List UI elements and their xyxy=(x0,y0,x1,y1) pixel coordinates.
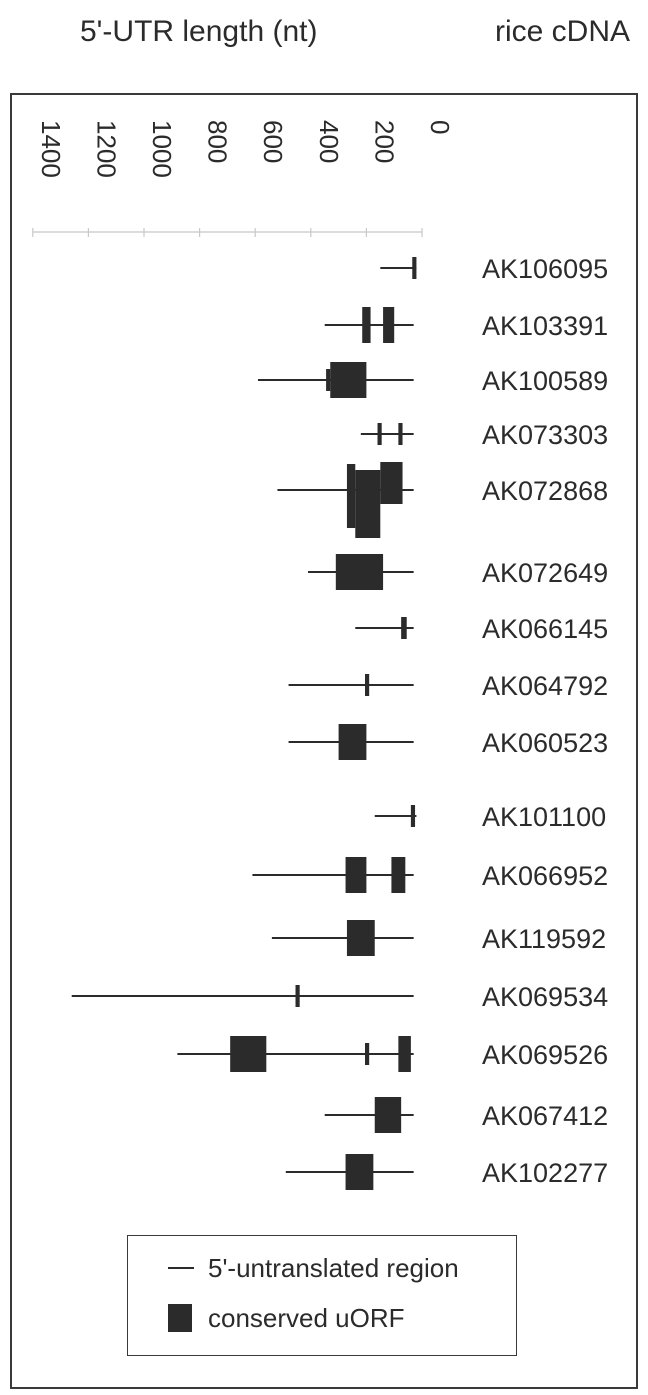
gene-label: AK069534 xyxy=(482,982,608,1012)
uorf-box xyxy=(401,617,407,639)
uorf-box xyxy=(345,1154,374,1190)
gene-label: AK073303 xyxy=(482,420,608,450)
gene-label: AK100589 xyxy=(482,366,608,396)
gene-label: AK072649 xyxy=(482,558,608,588)
uorf-box xyxy=(230,1036,267,1072)
uorf-box xyxy=(374,1097,402,1133)
uorf-box xyxy=(346,464,356,528)
gene-label: AK102277 xyxy=(482,1158,608,1188)
uorf-box xyxy=(346,920,375,956)
chart-frame xyxy=(10,93,638,1389)
uorf-box xyxy=(383,307,395,343)
legend-line-swatch xyxy=(168,1267,194,1269)
gene-label: AK066145 xyxy=(482,614,608,644)
legend: 5'-untranslated region conserved uORF xyxy=(127,1235,517,1356)
gene-column-title: rice cDNA xyxy=(494,15,630,48)
gene-label: AK066952 xyxy=(482,861,608,891)
uorf-box xyxy=(338,724,367,760)
x-tick-label: 1400 xyxy=(36,120,66,178)
legend-box-swatch xyxy=(168,1304,192,1332)
gene-label: AK103391 xyxy=(482,311,608,341)
x-axis-title: 5'-UTR length (nt) xyxy=(80,15,318,48)
x-tick-label: 600 xyxy=(258,120,288,163)
uorf-box xyxy=(355,470,381,538)
gene-label: AK072868 xyxy=(482,476,608,506)
uorf-box xyxy=(362,307,371,343)
uorf-box xyxy=(410,805,416,827)
uorf-box xyxy=(295,985,300,1007)
uorf-box xyxy=(330,362,367,398)
gene-label: AK060523 xyxy=(482,728,608,758)
uorf-box xyxy=(365,1043,370,1065)
x-tick-label: 0 xyxy=(425,120,455,134)
uorf-box xyxy=(377,423,382,445)
gene-label: AK119592 xyxy=(482,924,606,954)
gene-label: AK067412 xyxy=(482,1101,608,1131)
x-tick-label: 200 xyxy=(369,120,399,163)
legend-label-uorf: conserved uORF xyxy=(208,1302,405,1333)
uorf-box xyxy=(398,423,403,445)
uorf-box xyxy=(391,857,406,893)
gene-label: AK064792 xyxy=(482,671,608,701)
x-tick-label: 1000 xyxy=(147,120,177,178)
x-tick-label: 400 xyxy=(314,120,344,163)
uorf-box xyxy=(326,369,331,391)
uorf-box xyxy=(398,1036,411,1072)
uorf-box xyxy=(335,554,384,590)
gene-label: AK106095 xyxy=(482,254,608,284)
x-tick-label: 1200 xyxy=(91,120,121,178)
gene-label: AK069526 xyxy=(482,1040,608,1070)
x-tick-label: 800 xyxy=(203,120,233,163)
uorf-box xyxy=(380,462,403,504)
uorf-box xyxy=(345,857,367,893)
uorf-box xyxy=(412,257,417,279)
legend-label-utr: 5'-untranslated region xyxy=(208,1252,459,1283)
uorf-box xyxy=(365,674,370,696)
gene-label: AK101100 xyxy=(482,802,606,832)
